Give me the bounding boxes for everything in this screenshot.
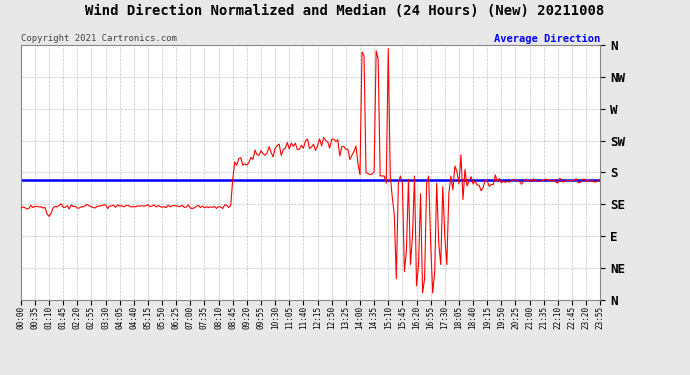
Text: Wind Direction Normalized and Median (24 Hours) (New) 20211008: Wind Direction Normalized and Median (24… (86, 4, 604, 18)
Text: Copyright 2021 Cartronics.com: Copyright 2021 Cartronics.com (21, 34, 177, 43)
Text: Average Direction: Average Direction (494, 34, 600, 44)
